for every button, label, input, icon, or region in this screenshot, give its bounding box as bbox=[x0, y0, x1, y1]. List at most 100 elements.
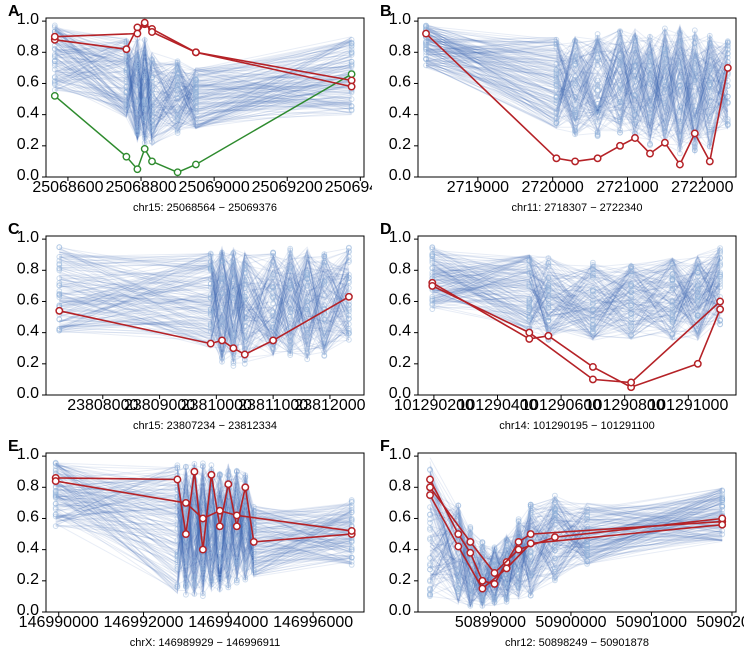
red-marker bbox=[234, 513, 240, 519]
background-lines bbox=[59, 246, 349, 363]
panel-B: B0.00.20.40.60.81.0271900027200002721000… bbox=[372, 0, 744, 218]
red-marker bbox=[526, 335, 532, 341]
red-marker bbox=[719, 522, 725, 528]
background-lines bbox=[55, 25, 352, 146]
red-marker bbox=[208, 340, 214, 346]
green-marker bbox=[142, 146, 148, 152]
red-marker bbox=[134, 30, 140, 36]
ytick-label: 1.0 bbox=[17, 11, 39, 28]
x-axis-label: chr11: 2718307 − 2722340 bbox=[512, 202, 643, 214]
ytick-label: 0.4 bbox=[389, 105, 411, 122]
xtick-label: 146992000 bbox=[103, 614, 183, 631]
red-marker bbox=[628, 379, 634, 385]
red-marker bbox=[545, 332, 551, 338]
ytick-label: 0.2 bbox=[17, 571, 39, 588]
xtick-label: 101291000 bbox=[648, 397, 728, 414]
ytick-label: 0.6 bbox=[17, 73, 39, 90]
xtick-label: 2721000 bbox=[596, 179, 658, 196]
red-marker bbox=[526, 329, 532, 335]
ytick-label: 0.6 bbox=[17, 509, 39, 526]
red-marker bbox=[191, 469, 197, 475]
ytick-label: 0.4 bbox=[17, 322, 39, 339]
red-marker bbox=[467, 539, 473, 545]
red-marker bbox=[349, 528, 355, 534]
red-marker bbox=[225, 481, 231, 487]
red-marker bbox=[270, 337, 276, 343]
panel-F: F0.00.20.40.60.81.0508990005090000050901… bbox=[372, 435, 744, 653]
xtick-label: 50899000 bbox=[455, 614, 526, 631]
red-marker bbox=[193, 49, 199, 55]
red-marker bbox=[230, 345, 236, 351]
red-marker bbox=[632, 135, 638, 141]
ytick-label: 0.0 bbox=[17, 385, 39, 402]
red-marker bbox=[346, 293, 352, 299]
ytick-label: 0.8 bbox=[17, 478, 39, 495]
ytick-label: 0.4 bbox=[389, 540, 411, 557]
xtick-label: 146990000 bbox=[19, 614, 99, 631]
red-marker bbox=[242, 484, 248, 490]
red-marker bbox=[572, 158, 578, 164]
red-marker bbox=[455, 544, 461, 550]
red-marker bbox=[479, 578, 485, 584]
red-marker bbox=[217, 523, 223, 529]
ytick-label: 0.8 bbox=[389, 478, 411, 495]
x-axis-label: chr15: 25068564 − 25069376 bbox=[133, 202, 277, 214]
ytick-label: 0.6 bbox=[389, 291, 411, 308]
red-marker bbox=[594, 155, 600, 161]
background-lines bbox=[432, 247, 720, 340]
red-marker bbox=[590, 363, 596, 369]
xtick-label: 25069400 bbox=[325, 179, 372, 196]
red-marker bbox=[662, 140, 668, 146]
xtick-label: 50900000 bbox=[535, 614, 606, 631]
green-marker bbox=[174, 169, 180, 175]
x-axis-label: chr14: 101290195 − 101291100 bbox=[499, 420, 654, 432]
red-marker bbox=[707, 158, 713, 164]
panel-E: E0.00.20.40.60.81.0146990000146992000146… bbox=[0, 435, 372, 653]
background-lines bbox=[430, 458, 722, 608]
xtick-label: 146994000 bbox=[188, 614, 268, 631]
red-marker bbox=[479, 586, 485, 592]
ytick-label: 0.6 bbox=[389, 73, 411, 90]
ytick-label: 0.2 bbox=[17, 136, 39, 153]
ytick-label: 0.6 bbox=[389, 509, 411, 526]
red-marker bbox=[515, 539, 521, 545]
red-marker bbox=[52, 34, 58, 40]
red-marker bbox=[183, 500, 189, 506]
red-marker bbox=[53, 478, 59, 484]
panel-A: A0.00.20.40.60.81.0250686002506880025069… bbox=[0, 0, 372, 218]
red-marker bbox=[200, 516, 206, 522]
xtick-label: 50902000 bbox=[696, 614, 744, 631]
ytick-label: 0.0 bbox=[389, 602, 411, 619]
red-marker bbox=[590, 376, 596, 382]
ytick-label: 0.4 bbox=[17, 105, 39, 122]
red-marker bbox=[503, 566, 509, 572]
ytick-label: 1.0 bbox=[389, 229, 411, 246]
xtick-label: 2720000 bbox=[522, 179, 584, 196]
red-marker bbox=[692, 130, 698, 136]
ytick-label: 0.8 bbox=[389, 42, 411, 59]
red-marker bbox=[183, 531, 189, 537]
red-marker bbox=[348, 77, 354, 83]
red-marker bbox=[219, 337, 225, 343]
panel-C: C0.00.20.40.60.81.0238080002380900023810… bbox=[0, 218, 372, 436]
red-marker bbox=[617, 143, 623, 149]
panel-grid: A0.00.20.40.60.81.0250686002506880025069… bbox=[0, 0, 744, 653]
ytick-label: 0.4 bbox=[17, 540, 39, 557]
xtick-label: 25068800 bbox=[105, 179, 176, 196]
xtick-label: 2722000 bbox=[671, 179, 733, 196]
ytick-label: 0.2 bbox=[17, 353, 39, 370]
red-marker bbox=[528, 531, 534, 537]
red-marker bbox=[528, 541, 534, 547]
x-axis-label: chr15: 23807234 − 23812334 bbox=[133, 420, 277, 432]
ytick-label: 1.0 bbox=[389, 11, 411, 28]
red-marker bbox=[348, 83, 354, 89]
ytick-label: 1.0 bbox=[17, 229, 39, 246]
red-marker bbox=[242, 351, 248, 357]
red-marker bbox=[553, 155, 559, 161]
red-marker bbox=[725, 65, 731, 71]
xtick-label: 50901000 bbox=[616, 614, 687, 631]
red-marker bbox=[719, 516, 725, 522]
red-marker bbox=[467, 550, 473, 556]
red-marker bbox=[455, 531, 461, 537]
ytick-label: 1.0 bbox=[17, 446, 39, 463]
